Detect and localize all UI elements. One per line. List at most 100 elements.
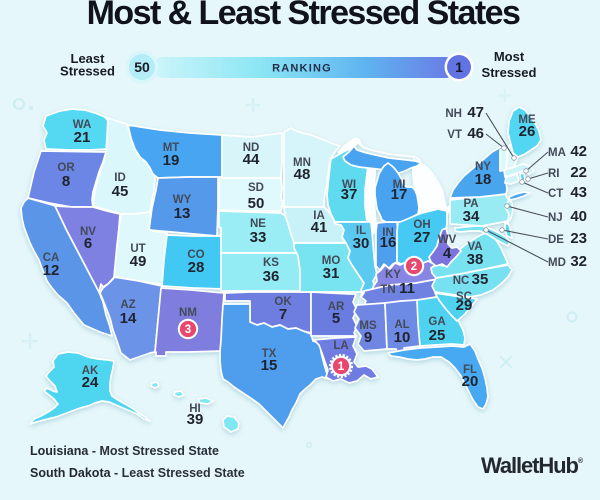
svg-text:DE: DE — [548, 234, 564, 246]
svg-text:CO: CO — [187, 249, 204, 261]
svg-text:HI: HI — [189, 403, 201, 415]
svg-text:23: 23 — [570, 230, 587, 247]
svg-text:28: 28 — [188, 259, 205, 276]
svg-text:7: 7 — [279, 306, 287, 323]
svg-text:11: 11 — [399, 280, 415, 297]
svg-text:13: 13 — [174, 205, 191, 222]
svg-text:WY: WY — [173, 194, 192, 206]
svg-text:2: 2 — [411, 261, 417, 273]
svg-text:6: 6 — [84, 235, 92, 252]
svg-text:27: 27 — [414, 229, 431, 246]
svg-text:22: 22 — [570, 164, 587, 181]
svg-text:RANKING: RANKING — [272, 63, 332, 75]
svg-text:49: 49 — [130, 253, 147, 270]
svg-text:19: 19 — [163, 152, 180, 169]
svg-text:MS: MS — [359, 320, 377, 332]
svg-text:41: 41 — [311, 219, 328, 236]
svg-text:44: 44 — [243, 151, 260, 168]
svg-text:50: 50 — [248, 195, 265, 212]
svg-text:Most & Least Stressed States: Most & Least Stressed States — [87, 0, 520, 32]
svg-text:KY: KY — [385, 269, 401, 281]
svg-text:NH: NH — [445, 108, 462, 120]
svg-text:45: 45 — [112, 183, 129, 200]
svg-text:WA: WA — [73, 119, 92, 131]
svg-text:1: 1 — [338, 361, 345, 373]
svg-text:ME: ME — [518, 114, 536, 126]
svg-text:46: 46 — [467, 125, 484, 142]
svg-text:18: 18 — [475, 171, 492, 188]
svg-text:MD: MD — [548, 257, 566, 269]
svg-text:MN: MN — [293, 157, 311, 169]
svg-text:31: 31 — [323, 265, 340, 282]
svg-text:NE: NE — [250, 218, 266, 230]
svg-text:Stressed: Stressed — [60, 64, 115, 79]
svg-text:34: 34 — [463, 208, 480, 225]
svg-text:IA: IA — [313, 210, 325, 222]
svg-text:MA: MA — [548, 147, 566, 159]
svg-text:LA: LA — [333, 340, 348, 352]
svg-text:CT: CT — [548, 188, 563, 200]
svg-text:Stressed: Stressed — [482, 65, 537, 80]
svg-text:PA: PA — [463, 198, 478, 210]
svg-text:CA: CA — [43, 252, 60, 264]
svg-text:NM: NM — [179, 307, 197, 319]
svg-text:30: 30 — [353, 235, 370, 252]
svg-text:ID: ID — [114, 172, 126, 184]
svg-text:Louisiana - Most Stressed Stat: Louisiana - Most Stressed State — [30, 444, 219, 458]
svg-text:AZ: AZ — [120, 299, 135, 311]
svg-text:VA: VA — [467, 241, 482, 253]
svg-text:MT: MT — [163, 142, 180, 154]
svg-text:AL: AL — [394, 319, 409, 331]
svg-text:16: 16 — [380, 234, 397, 251]
svg-text:KS: KS — [263, 257, 279, 269]
svg-text:WalletHub®: WalletHub® — [481, 453, 584, 478]
svg-text:MI: MI — [393, 179, 406, 191]
svg-text:FL: FL — [463, 364, 477, 376]
svg-text:RI: RI — [548, 168, 560, 180]
svg-text:29: 29 — [456, 297, 473, 314]
svg-text:40: 40 — [570, 208, 587, 225]
svg-text:4: 4 — [443, 245, 452, 262]
svg-text:36: 36 — [263, 268, 280, 285]
svg-text:OR: OR — [57, 162, 75, 174]
svg-text:South Dakota - Least Stressed: South Dakota - Least Stressed State — [30, 466, 245, 480]
svg-text:WV: WV — [438, 234, 457, 246]
svg-text:NC: NC — [453, 275, 470, 287]
svg-text:AR: AR — [328, 301, 345, 313]
svg-text:GA: GA — [428, 316, 445, 328]
svg-text:TN: TN — [380, 284, 395, 296]
svg-text:WI: WI — [342, 179, 356, 191]
svg-text:OK: OK — [274, 296, 292, 308]
svg-text:47: 47 — [467, 104, 484, 121]
svg-text:3: 3 — [185, 324, 191, 336]
svg-text:48: 48 — [294, 166, 311, 183]
svg-text:SD: SD — [248, 182, 264, 194]
svg-text:NV: NV — [80, 226, 96, 238]
svg-text:25: 25 — [429, 327, 446, 344]
svg-text:35: 35 — [472, 271, 489, 288]
svg-text:21: 21 — [74, 129, 91, 146]
svg-text:9: 9 — [364, 329, 372, 346]
svg-text:IN: IN — [382, 227, 394, 239]
svg-text:SC: SC — [456, 291, 472, 303]
svg-text:8: 8 — [62, 173, 70, 190]
svg-text:42: 42 — [570, 143, 587, 160]
svg-text:50: 50 — [134, 59, 150, 75]
svg-text:12: 12 — [43, 262, 60, 279]
svg-text:24: 24 — [82, 374, 99, 391]
svg-text:TX: TX — [262, 348, 277, 360]
svg-text:Most: Most — [494, 49, 525, 64]
svg-text:15: 15 — [261, 357, 278, 374]
svg-text:NJ: NJ — [548, 212, 563, 224]
svg-text:14: 14 — [120, 310, 137, 327]
svg-text:ND: ND — [243, 142, 260, 154]
svg-text:43: 43 — [570, 184, 587, 201]
svg-text:20: 20 — [462, 373, 479, 390]
svg-text:MO: MO — [322, 255, 341, 267]
svg-text:39: 39 — [187, 411, 204, 428]
svg-text:OH: OH — [413, 219, 430, 231]
svg-text:32: 32 — [570, 253, 587, 270]
svg-text:IL: IL — [356, 225, 366, 237]
svg-text:5: 5 — [332, 310, 340, 327]
svg-text:37: 37 — [341, 186, 358, 203]
